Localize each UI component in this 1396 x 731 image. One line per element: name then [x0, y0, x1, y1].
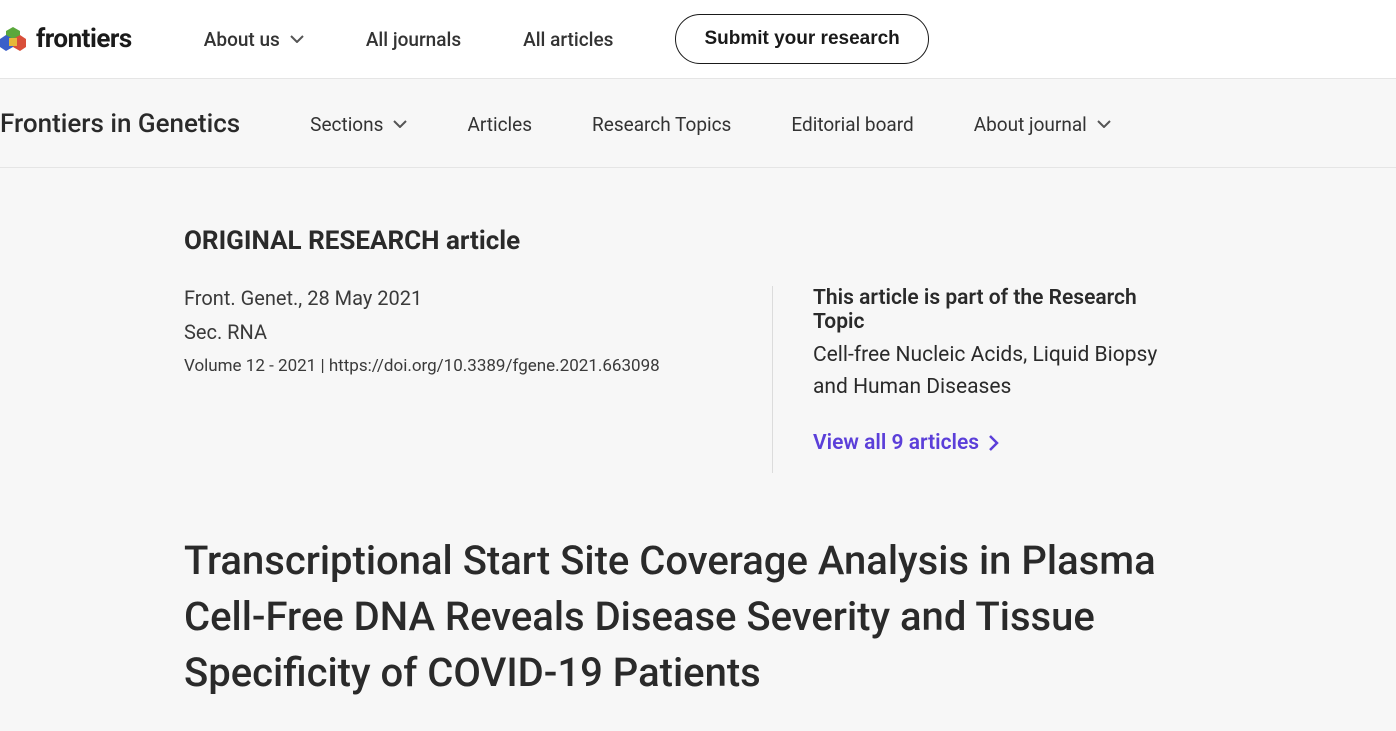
nav-about-journal-label: About journal — [974, 113, 1087, 136]
logo-icon — [0, 26, 26, 52]
nav-articles-label: All articles — [523, 28, 613, 51]
nav-sections[interactable]: Sections — [310, 113, 407, 136]
nav-journal-articles[interactable]: Articles — [467, 113, 532, 136]
article-meta-left: Front. Genet., 28 May 2021 Sec. RNA Volu… — [184, 286, 772, 376]
submit-research-button[interactable]: Submit your research — [675, 14, 928, 64]
article-type: ORIGINAL RESEARCH article — [184, 226, 1210, 256]
research-topic-name[interactable]: Cell-free Nucleic Acids, Liquid Biopsy a… — [813, 340, 1183, 403]
nav-about-label: About us — [204, 28, 280, 51]
journal-name[interactable]: Frontiers in Genetics — [0, 109, 240, 139]
chevron-down-icon — [393, 120, 407, 128]
nav-journals-label: All journals — [366, 28, 461, 51]
chevron-down-icon — [290, 35, 304, 43]
article-volume-doi: Volume 12 - 2021 | https://doi.org/10.33… — [184, 356, 732, 376]
nav-board-label: Editorial board — [791, 113, 913, 136]
article-meta-row: Front. Genet., 28 May 2021 Sec. RNA Volu… — [184, 286, 1210, 455]
view-all-articles-link[interactable]: View all 9 articles — [813, 431, 1183, 455]
article-title: Transcriptional Start Site Coverage Anal… — [184, 533, 1210, 701]
nav-about-journal[interactable]: About journal — [974, 113, 1111, 136]
brand-name: frontiers — [36, 24, 132, 54]
article-citation: Front. Genet., 28 May 2021 — [184, 286, 732, 310]
article-meta-right: This article is part of the Research Top… — [773, 286, 1183, 455]
research-topic-intro: This article is part of the Research Top… — [813, 286, 1183, 334]
nav-topics-label: Research Topics — [592, 113, 731, 136]
chevron-right-icon — [989, 435, 999, 451]
journal-nav: Frontiers in Genetics Sections Articles … — [0, 79, 1396, 168]
nav-about-us[interactable]: About us — [204, 28, 304, 51]
chevron-down-icon — [1097, 120, 1111, 128]
nav-research-topics[interactable]: Research Topics — [592, 113, 731, 136]
nav-all-articles[interactable]: All articles — [523, 28, 613, 51]
brand-logo[interactable]: frontiers — [0, 24, 132, 54]
nav-journal-articles-label: Articles — [467, 113, 532, 136]
nav-all-journals[interactable]: All journals — [366, 28, 461, 51]
top-nav-items: About us All journals All articles Submi… — [204, 14, 929, 64]
nav-editorial-board[interactable]: Editorial board — [791, 113, 913, 136]
article-section: Sec. RNA — [184, 320, 732, 344]
article-main: ORIGINAL RESEARCH article Front. Genet.,… — [0, 168, 1210, 701]
journal-nav-items: Sections Articles Research Topics Editor… — [310, 113, 1111, 136]
view-all-label: View all 9 articles — [813, 431, 979, 455]
top-nav: frontiers About us All journals All arti… — [0, 0, 1396, 79]
nav-sections-label: Sections — [310, 113, 383, 136]
